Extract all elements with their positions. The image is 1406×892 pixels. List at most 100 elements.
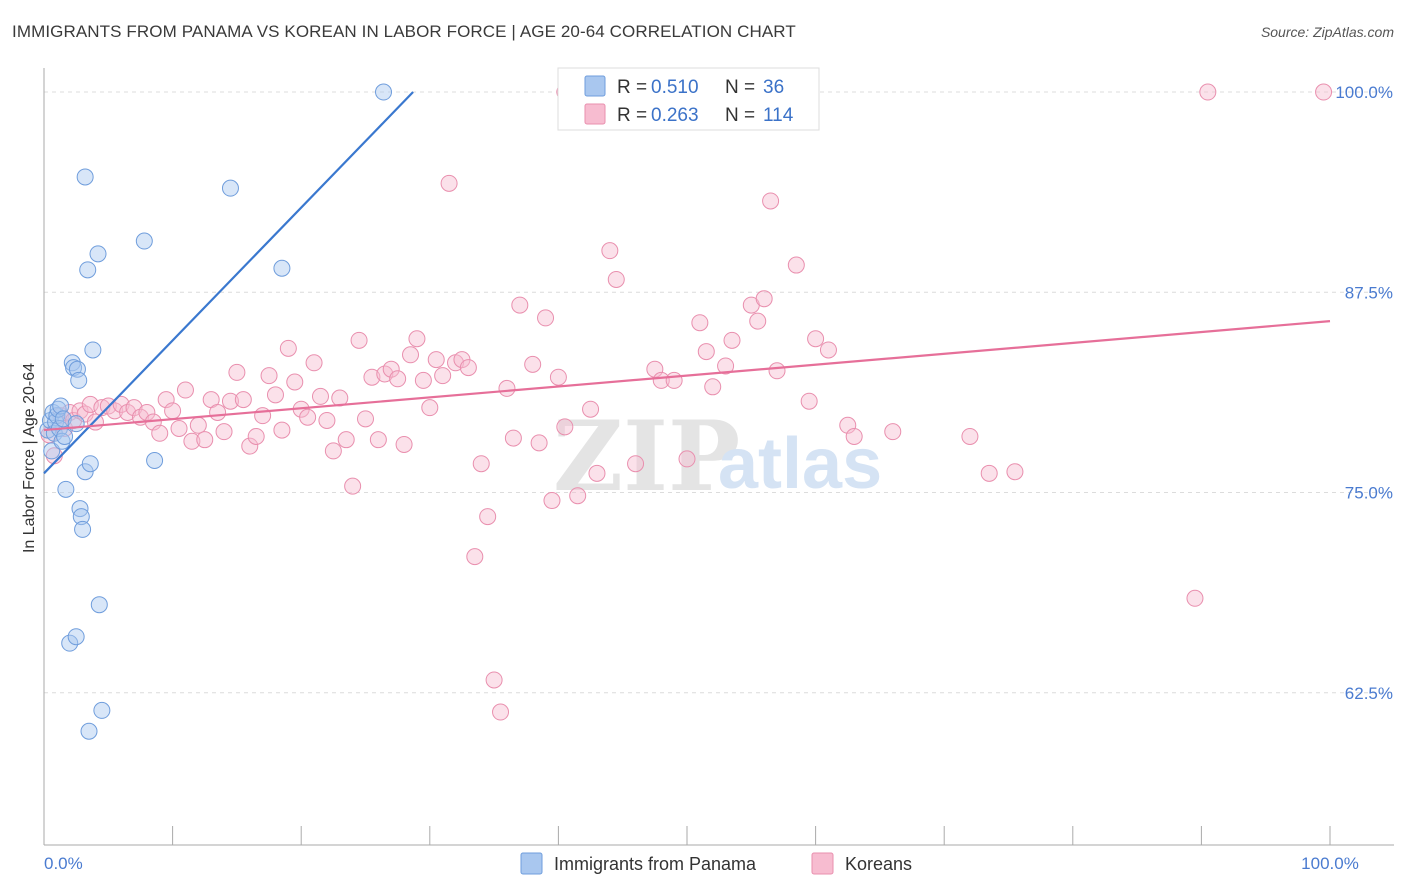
- data-point: [241, 437, 259, 455]
- watermark-zip: ZIP: [553, 400, 740, 513]
- data-point: [524, 355, 542, 373]
- data-point: [389, 370, 407, 388]
- data-point: [569, 487, 587, 505]
- data-point: [337, 431, 355, 449]
- data-point: [151, 424, 169, 442]
- data-point: [884, 423, 902, 441]
- data-point: [434, 367, 452, 385]
- data-point: [67, 628, 85, 646]
- data-point: [697, 343, 715, 361]
- data-point: [56, 427, 74, 445]
- data-point: [53, 432, 71, 450]
- data-point: [135, 232, 153, 250]
- data-point: [1199, 83, 1217, 101]
- y-tick-label: 62.5%: [1345, 684, 1393, 703]
- data-point: [86, 413, 104, 431]
- data-point: [189, 416, 207, 434]
- data-point: [260, 367, 278, 385]
- data-point: [67, 415, 85, 433]
- data-point: [299, 408, 317, 426]
- data-point: [74, 520, 92, 538]
- data-point: [76, 463, 94, 481]
- tick-labels: 100.0% 87.5% 75.0% 62.5% 0.0% 100.0%: [44, 83, 1393, 873]
- y-tick-label: 100.0%: [1335, 83, 1393, 102]
- x-tick-label: 100.0%: [1301, 854, 1359, 873]
- data-point: [1006, 463, 1024, 481]
- data-point: [588, 464, 606, 482]
- y-tick-label: 75.0%: [1345, 484, 1393, 503]
- data-point: [350, 331, 368, 349]
- data-point: [768, 362, 786, 380]
- data-point: [81, 455, 99, 473]
- data-point: [84, 341, 102, 359]
- data-point: [247, 427, 265, 445]
- data-point: [305, 354, 323, 372]
- legend-n-value: 36: [763, 77, 784, 98]
- data-point: [215, 423, 233, 441]
- data-point: [485, 671, 503, 689]
- data-point: [382, 360, 400, 378]
- data-point: [125, 399, 143, 417]
- data-point: [196, 431, 214, 449]
- data-point: [266, 386, 284, 404]
- data-point: [556, 418, 574, 436]
- data-point: [324, 442, 342, 460]
- data-point: [54, 410, 72, 428]
- data-point: [234, 391, 252, 409]
- legend-r-value: 0.263: [651, 105, 699, 126]
- data-point: [52, 397, 70, 415]
- data-point: [164, 402, 182, 420]
- data-point: [279, 339, 297, 357]
- data-point: [1315, 83, 1333, 101]
- data-point: [221, 392, 239, 410]
- koreans-points: [40, 83, 1333, 721]
- data-point: [228, 363, 246, 381]
- data-point: [459, 359, 477, 377]
- data-point: [146, 452, 164, 470]
- data-point: [427, 351, 445, 369]
- data-point: [717, 357, 735, 375]
- data-point: [76, 168, 94, 186]
- data-point: [787, 256, 805, 274]
- axes: [43, 68, 1394, 846]
- data-point: [72, 508, 90, 526]
- legend-r-value: 0.510: [651, 77, 699, 98]
- data-point: [93, 399, 111, 417]
- source-label: Source: ZipAtlas.com: [1260, 24, 1394, 40]
- data-point: [176, 381, 194, 399]
- data-point: [363, 368, 381, 386]
- trend-line: [43, 91, 414, 475]
- data-point: [170, 419, 188, 437]
- data-point: [221, 179, 239, 197]
- data-point: [375, 83, 393, 101]
- legend-r-label: R =: [617, 77, 647, 98]
- legend-swatch: [520, 852, 543, 875]
- panama-points: [39, 83, 393, 740]
- data-point: [273, 259, 291, 277]
- data-point: [472, 455, 490, 473]
- data-point: [70, 371, 88, 389]
- data-point: [106, 402, 124, 420]
- data-point: [492, 703, 510, 721]
- data-point: [421, 399, 439, 417]
- data-point: [807, 330, 825, 348]
- y-axis-label: In Labor Force | Age 20-64: [21, 363, 38, 553]
- watermark-atlas: atlas: [718, 424, 882, 504]
- data-point: [344, 477, 362, 495]
- data-point: [209, 403, 227, 421]
- data-point: [704, 378, 722, 396]
- data-point: [504, 429, 522, 447]
- data-point: [369, 431, 387, 449]
- data-point: [440, 174, 458, 192]
- legend-n-label: N =: [725, 105, 755, 126]
- data-point: [183, 432, 201, 450]
- legend-swatch: [584, 75, 606, 97]
- data-point: [318, 411, 336, 429]
- trend-lines: [43, 91, 1331, 475]
- data-point: [819, 341, 837, 359]
- data-point: [530, 434, 548, 452]
- data-point: [627, 455, 645, 473]
- legend-n-value: 114: [763, 105, 794, 126]
- y-tick-label: 87.5%: [1345, 283, 1393, 302]
